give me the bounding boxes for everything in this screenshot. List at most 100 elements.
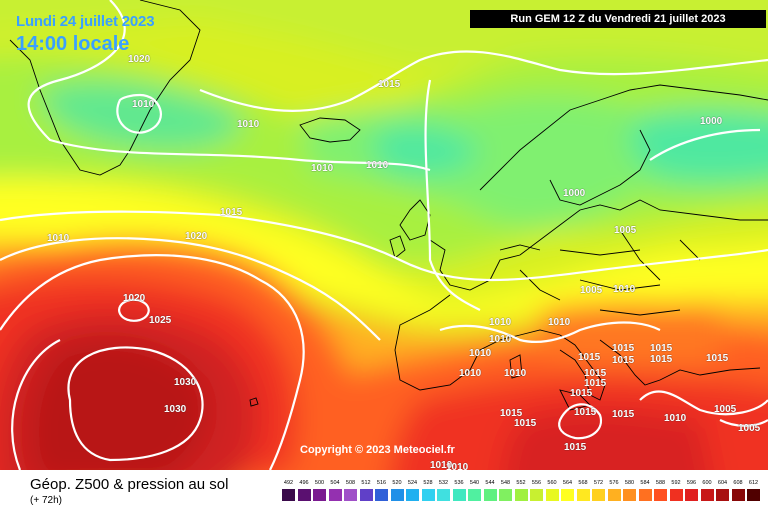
scale-tick-label: 560 [547, 480, 557, 486]
isobar-label: 1010 [47, 233, 70, 244]
map-legend: Géop. Z500 & pression au sol (+ 72h) 492… [0, 470, 768, 512]
scale-tick-label: 584 [640, 480, 650, 486]
scale-tick-label: 548 [500, 480, 511, 486]
isobar-label: 1005 [738, 423, 761, 434]
scale-tick-label: 492 [283, 480, 294, 486]
isobar-label: 1015 [612, 343, 635, 354]
scale-swatch [437, 489, 450, 501]
scale-swatch [282, 489, 295, 501]
geopotential-fill [0, 0, 768, 470]
isobar-label: 1005 [614, 225, 637, 236]
forecast-offset: (+ 72h) [30, 495, 62, 506]
isobar-label: 1010 [446, 462, 469, 471]
isobar-label: 1010 [469, 348, 492, 359]
scale-tick-label: 608 [733, 480, 743, 486]
scale-tick-label: 508 [345, 480, 356, 486]
scale-tick-label: 516 [376, 480, 387, 486]
scale-swatch [716, 489, 729, 501]
isobar-label: 1015 [514, 418, 537, 429]
scale-tick-label: 568 [578, 480, 588, 486]
isobar-label: 1015 [584, 378, 607, 389]
scale-tick-label: 592 [671, 480, 681, 486]
scale-swatch [576, 489, 590, 501]
scale-swatch [344, 489, 357, 501]
isobar-label: 1010 [489, 334, 512, 345]
scale-swatch [499, 489, 512, 501]
isobar-label: 1010 [237, 119, 260, 130]
scale-swatch [452, 489, 466, 501]
scale-tick-label: 496 [299, 480, 309, 486]
isobar-label: 1020 [128, 54, 151, 65]
scale-swatch [731, 489, 745, 501]
scale-swatch [375, 489, 388, 501]
scale-swatch [530, 489, 543, 501]
scale-swatch [685, 489, 698, 501]
copyright-notice: Copyright © 2023 Meteociel.fr [300, 444, 455, 456]
isobar-label: 1020 [123, 293, 146, 304]
forecast-local-time: 14:00 locale [16, 33, 130, 55]
scale-tick-label: 528 [423, 480, 433, 486]
scale-swatch [297, 489, 311, 501]
scale-swatch [359, 489, 373, 501]
isobar-label: 1015 [584, 368, 607, 379]
isobar-label: 1010 [548, 317, 571, 328]
isobar-label: 1015 [564, 442, 587, 453]
isobars [0, 0, 768, 470]
isobar-label: 1010 [459, 368, 482, 379]
scale-tick-label: 612 [748, 480, 759, 486]
scale-swatch [514, 489, 528, 501]
scale-swatch [669, 489, 683, 501]
scale-tick-label: 524 [407, 480, 418, 486]
scale-swatch [592, 489, 605, 501]
scale-swatch [747, 489, 760, 501]
isobar-label: 1000 [700, 116, 723, 127]
isobar-label: 1015 [220, 207, 243, 218]
scale-swatch [607, 489, 621, 501]
scale-tick-label: 556 [531, 480, 542, 486]
weather-map: Lundi 24 juillet 2023 14:00 locale Run G… [0, 0, 768, 470]
isobar-label: 1010 [664, 413, 687, 424]
isobar-label: 1015 [650, 354, 673, 365]
scale-tick-label: 512 [361, 480, 371, 486]
isobar-label: 1015 [612, 409, 635, 420]
isobar-label: 1010 [132, 99, 155, 110]
isobar-label: 1015 [378, 79, 401, 90]
scale-swatch [468, 489, 481, 501]
isobar-label: 1010 [489, 317, 512, 328]
isobar-label: 1010 [366, 160, 389, 171]
map-title: Géop. Z500 & pression au sol [30, 476, 229, 493]
scale-tick-label: 552 [516, 480, 526, 486]
isobar-label: 1005 [580, 285, 603, 296]
scale-swatch [483, 489, 497, 501]
scale-tick-label: 576 [609, 480, 619, 486]
isobar-label: 1010 [430, 460, 453, 471]
scale-tick-label: 588 [655, 480, 666, 486]
isobar-label: 1015 [650, 343, 673, 354]
scale-swatch [638, 489, 652, 501]
scale-tick-label: 520 [392, 480, 402, 486]
isobar-label: 1010 [613, 284, 636, 295]
scale-swatch [313, 489, 326, 501]
isobar-label: 1015 [578, 352, 601, 363]
isobar-label: 1030 [164, 404, 187, 415]
model-run-info: Run GEM 12 Z du Vendredi 21 juillet 2023 [470, 10, 766, 28]
map-canvas [0, 0, 768, 470]
scale-tick-label: 504 [330, 480, 340, 486]
scale-swatch [406, 489, 419, 501]
isobar-label: 1015 [570, 388, 593, 399]
scale-tick-label: 596 [686, 480, 697, 486]
isobar-label: 1015 [706, 353, 729, 364]
scale-tick-label: 532 [438, 480, 449, 486]
isobar-label: 1015 [500, 408, 523, 419]
scale-tick-label: 540 [469, 480, 480, 486]
scale-swatch [623, 489, 636, 501]
isobar-label: 1000 [563, 188, 586, 199]
scale-swatch [561, 489, 574, 501]
isobar-label: 1015 [612, 355, 635, 366]
isobar-label: 1015 [574, 407, 597, 418]
isobar-label: 1010 [504, 368, 527, 379]
forecast-date: Lundi 24 juillet 2023 [16, 13, 155, 30]
scale-swatch [328, 489, 342, 501]
scale-tick-label: 580 [624, 480, 635, 486]
scale-swatch [700, 489, 714, 501]
